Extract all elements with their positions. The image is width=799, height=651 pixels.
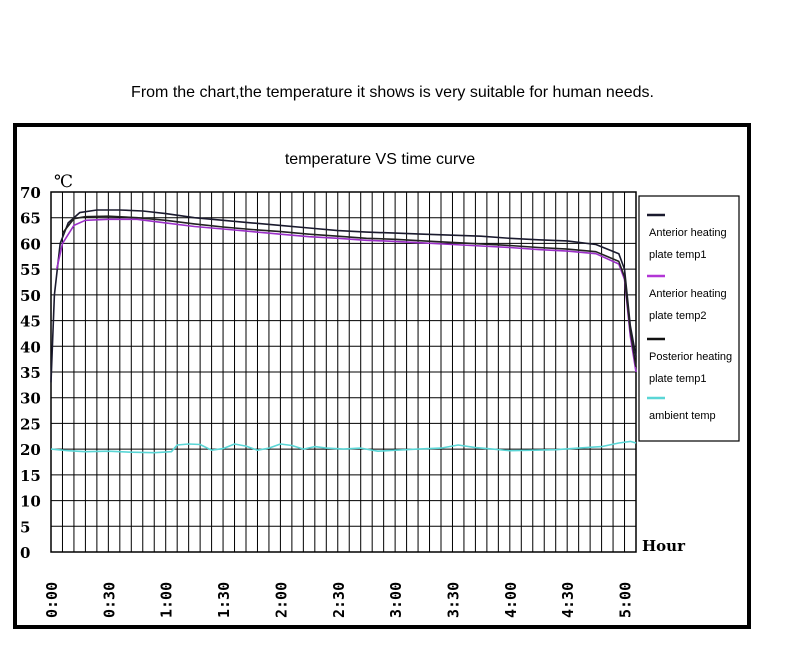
x-tick-label: 4:30 — [559, 582, 577, 618]
series-line-2 — [55, 218, 637, 373]
x-tick-label: 0:00 — [43, 582, 61, 618]
legend-label: Posterior heating — [649, 351, 732, 363]
y-tick-label: 55 — [20, 261, 41, 279]
y-tick-label: 60 — [20, 235, 41, 253]
legend-label: plate temp2 — [649, 310, 706, 322]
series-line-4 — [50, 440, 637, 454]
y-tick-label: 25 — [20, 415, 41, 433]
chart-caption: From the chart,the temperature it shows … — [131, 84, 654, 101]
y-tick-label: 15 — [20, 467, 41, 485]
legend-label: plate temp1 — [649, 249, 706, 261]
legend-label: ambient temp — [649, 410, 716, 422]
legend-label: Anterior heating — [649, 227, 727, 239]
y-tick-label: 30 — [20, 390, 41, 408]
chart-title: temperature VS time curve — [285, 151, 475, 168]
y-tick-label: 65 — [20, 210, 41, 228]
chart-frame — [13, 123, 751, 629]
series-line-3 — [61, 215, 637, 368]
x-tick-label: 3:30 — [444, 582, 462, 618]
x-tick-label: 2:00 — [272, 582, 290, 618]
x-tick-label: 5:00 — [617, 582, 635, 618]
legend-box — [638, 195, 740, 442]
y-tick-label: 5 — [20, 518, 30, 536]
y-tick-label: 45 — [20, 313, 41, 331]
x-tick-label: 2:30 — [330, 582, 348, 618]
y-tick-label: 70 — [20, 184, 41, 202]
x-axis-label: Hour — [642, 537, 686, 555]
legend-label: plate temp1 — [649, 373, 706, 385]
y-tick-label: 50 — [20, 287, 41, 305]
x-tick-label: 1:30 — [215, 582, 233, 618]
y-tick-label: 20 — [20, 441, 41, 459]
y-axis-unit-label: ℃ — [54, 172, 73, 192]
y-tick-label: 40 — [20, 338, 41, 356]
y-tick-label: 10 — [20, 493, 41, 511]
x-tick-label: 3:00 — [387, 582, 405, 618]
x-tick-label: 4:00 — [502, 582, 520, 618]
x-tick-label: 0:30 — [100, 582, 118, 618]
y-tick-label: 0 — [20, 544, 30, 562]
legend-label: Anterior heating — [649, 288, 727, 300]
series-line-1 — [50, 209, 637, 383]
x-tick-label: 1:00 — [158, 582, 176, 618]
y-tick-label: 35 — [20, 364, 41, 382]
